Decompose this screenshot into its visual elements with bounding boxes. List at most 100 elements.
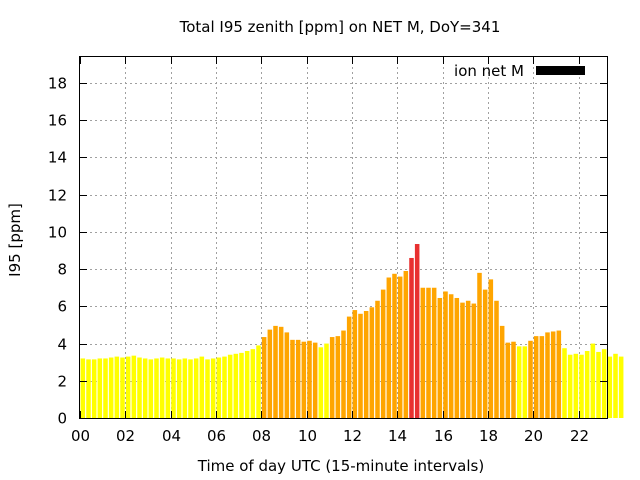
bar bbox=[567, 354, 573, 418]
y-tick-label: 14 bbox=[48, 149, 67, 167]
bar bbox=[613, 353, 618, 418]
bar bbox=[601, 349, 607, 418]
bar bbox=[256, 345, 261, 418]
bar bbox=[335, 336, 341, 418]
bars bbox=[80, 244, 624, 418]
bar bbox=[154, 358, 159, 418]
bar bbox=[369, 307, 375, 418]
bar bbox=[114, 356, 120, 418]
plot-frame bbox=[79, 56, 608, 419]
bar bbox=[307, 340, 312, 418]
bar bbox=[386, 277, 392, 418]
bar bbox=[239, 352, 244, 418]
y-tick-label: 10 bbox=[48, 224, 67, 242]
bar bbox=[352, 310, 358, 418]
bar bbox=[295, 339, 301, 418]
bar bbox=[556, 330, 562, 418]
legend-label: ion net M bbox=[454, 62, 524, 80]
bar bbox=[545, 332, 550, 418]
bar bbox=[142, 358, 148, 418]
bar bbox=[392, 273, 397, 418]
y-tick-label: 6 bbox=[57, 298, 67, 316]
bar bbox=[210, 358, 216, 418]
bar bbox=[596, 351, 601, 418]
x-tick-label: 06 bbox=[207, 427, 226, 445]
x-tick-label: 14 bbox=[388, 427, 407, 445]
grid bbox=[80, 57, 607, 418]
bar bbox=[86, 359, 91, 418]
bar bbox=[341, 330, 346, 418]
bar bbox=[91, 359, 97, 418]
bar bbox=[358, 313, 363, 418]
x-tick-label: 10 bbox=[298, 427, 317, 445]
bar bbox=[250, 349, 256, 418]
bar bbox=[103, 358, 108, 418]
x-tick-label: 20 bbox=[524, 427, 543, 445]
bar bbox=[607, 356, 613, 418]
bar bbox=[284, 332, 290, 418]
bar bbox=[108, 357, 114, 418]
bar bbox=[267, 329, 273, 418]
y-tick-label: 18 bbox=[48, 75, 67, 93]
bar bbox=[375, 300, 380, 418]
ticks bbox=[80, 57, 607, 419]
x-tick-label: 12 bbox=[343, 427, 362, 445]
bar bbox=[539, 336, 545, 418]
x-tick-label: 08 bbox=[252, 427, 271, 445]
bar bbox=[120, 357, 125, 418]
bar bbox=[403, 270, 409, 418]
bar bbox=[273, 325, 278, 418]
bar bbox=[420, 287, 426, 418]
bar bbox=[477, 272, 482, 418]
bar bbox=[182, 358, 188, 418]
bar bbox=[199, 356, 205, 418]
bar bbox=[216, 357, 222, 418]
bar bbox=[488, 279, 494, 418]
y-tick-label: 2 bbox=[57, 373, 67, 391]
bar bbox=[494, 300, 499, 418]
bar bbox=[397, 276, 403, 418]
y-tick-label: 12 bbox=[48, 187, 67, 205]
bar bbox=[448, 294, 454, 418]
bar bbox=[193, 358, 199, 418]
bar bbox=[499, 325, 505, 418]
legend-swatch bbox=[536, 66, 585, 75]
bar bbox=[188, 359, 193, 418]
bar bbox=[443, 291, 448, 418]
bar bbox=[148, 359, 154, 418]
bar bbox=[301, 341, 307, 418]
bar bbox=[233, 353, 239, 418]
bar bbox=[137, 357, 142, 418]
bar bbox=[165, 358, 171, 418]
bar bbox=[437, 297, 443, 418]
legend: ion net M bbox=[454, 62, 585, 80]
bar bbox=[590, 343, 596, 418]
bar bbox=[125, 356, 131, 418]
bar bbox=[465, 300, 471, 418]
x-tick-label: 02 bbox=[116, 427, 135, 445]
bar bbox=[159, 357, 165, 418]
bar bbox=[205, 359, 210, 418]
bar bbox=[176, 359, 182, 418]
y-tick-label: 16 bbox=[48, 112, 67, 130]
bar bbox=[318, 347, 324, 418]
bar bbox=[579, 354, 584, 418]
bar bbox=[482, 289, 488, 418]
chart-title: Total I95 zenith [ppm] on NET M, DoY=341 bbox=[179, 18, 501, 36]
bar bbox=[618, 356, 624, 418]
bar bbox=[562, 348, 567, 418]
bar bbox=[511, 341, 516, 418]
bar bbox=[550, 331, 556, 418]
bar bbox=[324, 343, 329, 418]
bar bbox=[533, 336, 539, 418]
bar bbox=[227, 354, 233, 418]
bar bbox=[131, 355, 137, 418]
bar bbox=[584, 351, 590, 418]
bar bbox=[171, 358, 176, 418]
bar bbox=[414, 244, 420, 418]
bar bbox=[460, 302, 465, 418]
bar bbox=[80, 358, 86, 418]
bar bbox=[244, 351, 250, 418]
y-tick-label: 8 bbox=[57, 261, 67, 279]
